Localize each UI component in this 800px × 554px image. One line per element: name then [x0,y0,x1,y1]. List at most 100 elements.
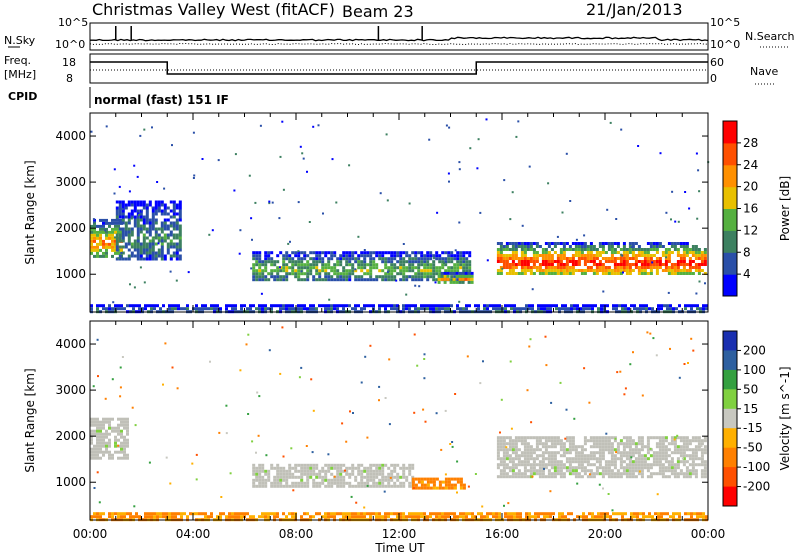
velocity-panel-cell-3 [541,454,545,458]
velocity-panel-cell-1 [369,484,373,488]
velocity-panel-cell-4 [129,515,132,519]
velocity-panel-cell-0 [114,441,117,445]
power-panel-cell-0 [93,254,96,258]
velocity-panel-speck [479,382,482,385]
power-panel-cell-5 [486,307,489,311]
power-panel-cell-3 [443,277,447,281]
power-panel-cell-5 [120,307,123,311]
power-panel-cell-2 [369,254,373,258]
velocity-panel-speck [333,475,336,478]
power-panel-cell-2 [279,251,283,255]
power-panel-cell-2 [282,269,286,273]
power-panel-cell-5 [216,304,219,308]
power-colorbar-tick-label: 8 [743,245,751,259]
power-panel-speck [503,179,506,182]
power-panel-cell-1 [136,224,140,228]
power-panel-cell-4 [640,260,644,263]
velocity-panel-cell-4 [666,512,669,516]
power-colorbar-tick-label: 28 [743,136,758,150]
power-panel-cell-2 [252,269,256,273]
power-panel-cell-5 [312,307,315,311]
power-panel-cell-0 [105,236,108,240]
power-panel-speck [193,174,196,177]
power-panel-speck [152,236,155,239]
power-panel-cell-4 [556,263,560,266]
power-panel-cell-1 [151,245,155,249]
velocity-panel-cell-3 [523,448,527,452]
power-panel-cell-4 [625,254,629,257]
velocity-panel-speck [148,461,151,464]
power-panel-cell-4 [535,251,539,254]
velocity-panel-cell-4 [513,515,516,519]
power-panel-cell-4 [667,257,671,260]
velocity-colorbar-tick-label: -50 [743,441,763,455]
velocity-panel-cell-3 [511,472,515,476]
freq-panel-frame [89,53,709,84]
power-panel-cell-1 [172,227,176,231]
velocity-panel-cell-1 [318,469,322,473]
velocity-panel-cell-3 [595,469,599,473]
power-panel-cell-1 [178,254,182,258]
power-panel-cell-4 [529,242,533,245]
velocity-panel-cell-3 [613,475,617,479]
power-panel-cell-1 [172,215,176,219]
power-panel-cell-4 [589,260,593,263]
velocity-panel-cell-3 [661,466,665,470]
velocity-panel-cell-1 [264,484,268,488]
power-panel-cell-5 [699,307,702,311]
power-panel-cell-1 [151,218,155,222]
velocity-panel-cell-3 [631,475,635,479]
power-panel-cell-4 [589,254,593,257]
power-panel-cell-4 [643,260,647,263]
power-panel-cell-4 [580,251,584,254]
velocity-panel-cell-3 [622,469,626,473]
power-panel-cell-2 [426,269,430,273]
power-panel-cell-1 [121,230,125,234]
power-panel-cell-5 [426,307,429,311]
power-panel-cell-5 [327,307,330,311]
velocity-panel-cell-3 [574,454,578,458]
velocity-panel-speck [676,434,679,437]
power-panel-cell-2 [276,278,280,282]
velocity-panel-cell-3 [628,442,632,446]
power-panel-cell-4 [526,248,530,251]
velocity-panel-cell-3 [613,463,617,467]
velocity-panel-speck [503,504,505,507]
power-panel-cell-4 [679,257,683,260]
power-panel-cell-1 [163,203,167,207]
power-panel-cell-5 [249,307,252,311]
power-panel-cell-4 [505,263,509,266]
velocity-panel-speck [258,395,261,398]
velocity-panel-speck [225,432,228,435]
velocity-panel-cell-4 [591,515,594,519]
power-panel-cell-5 [90,304,93,308]
velocity-panel-cell-1 [357,463,361,467]
power-panel-cell-4 [511,257,515,260]
velocity-panel-cell-0 [96,456,99,460]
power-panel-cell-4 [697,272,701,275]
power-panel-speck [515,135,518,138]
velocity-panel-cell-1 [309,466,313,470]
power-panel-cell-1 [178,227,182,231]
velocity-panel-cell-3 [694,439,698,443]
power-panel-cell-1 [178,224,182,228]
velocity-panel-cell-4 [630,512,633,516]
velocity-panel-cell-1 [336,463,340,467]
power-panel-cell-4 [688,272,692,275]
velocity-panel-cell-0 [90,456,93,460]
power-panel-cell-4 [664,257,668,260]
velocity-panel-cell-3 [526,469,530,473]
power-panel-cell-1 [148,230,152,234]
power-panel-cell-4 [655,242,659,245]
velocity-panel-cell-1 [381,463,385,467]
power-panel-cell-2 [312,275,316,279]
velocity-panel-cell-3 [565,466,569,470]
velocity-panel-cell-0 [96,453,99,457]
velocity-panel-cell-3 [670,463,674,467]
velocity-panel-cell-1 [354,466,358,470]
power-panel-cell-4 [580,245,584,248]
power-panel-cell-2 [453,254,457,258]
velocity-panel-cell-3 [694,451,698,455]
power-panel-speck [547,182,550,185]
velocity-panel-cell-1 [270,481,274,485]
